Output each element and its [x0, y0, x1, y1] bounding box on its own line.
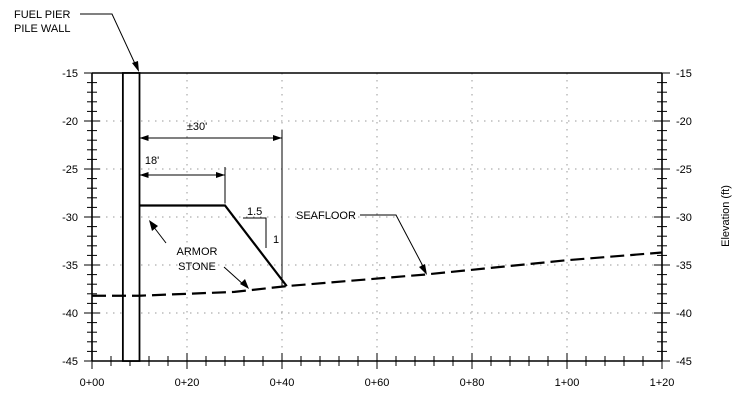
- pier-label-line1: FUEL PIER: [14, 9, 70, 21]
- y-tick-label-right: -25: [676, 164, 692, 176]
- y-tick-label-right: -45: [676, 356, 692, 368]
- y-tick-label-left: -15: [62, 68, 78, 80]
- leader-lines: [80, 13, 427, 289]
- armor-stone-outline: [139, 204, 288, 287]
- pier-label-line2: PILE WALL: [14, 23, 70, 35]
- dimension-arrowhead: [216, 172, 225, 178]
- dimension-arrowhead: [139, 172, 149, 178]
- armor-label-line2: STONE: [178, 261, 216, 273]
- y-tick-label-left: -20: [62, 116, 78, 128]
- x-tick-label: 1+20: [650, 377, 675, 389]
- y-axis-title: Elevation (ft): [720, 185, 732, 247]
- seafloor-label: SEAFLOOR: [296, 210, 356, 222]
- seafloor-leader-arrowhead: [419, 264, 427, 275]
- slope-indicator: [243, 217, 267, 248]
- dim-crest-label: 18': [145, 155, 159, 167]
- dimension-lines: [139, 130, 283, 287]
- armor-label-line1: ARMOR: [177, 246, 218, 258]
- y-tick-label-left: -25: [62, 164, 78, 176]
- armor-leader-up: [152, 225, 167, 244]
- slope-rise-label: 1: [273, 234, 279, 246]
- pile-wall: [121, 72, 141, 362]
- dimension-arrowhead: [139, 135, 149, 141]
- seafloor-profile: [92, 251, 663, 297]
- y-tick-label-right: -15: [676, 68, 692, 80]
- y-tick-label-right: -20: [676, 116, 692, 128]
- x-tick-label: 0+40: [270, 377, 295, 389]
- seafloor-leader-line: [360, 214, 426, 271]
- y-tick-label-left: -35: [62, 260, 78, 272]
- slope-run-label: 1.5: [247, 206, 262, 218]
- armor-leader-up-arrowhead: [149, 220, 158, 231]
- x-tick-label: 0+60: [365, 377, 390, 389]
- dimension-arrowhead: [273, 135, 282, 141]
- y-tick-label-right: -35: [676, 260, 692, 272]
- y-tick-label-right: -40: [676, 308, 692, 320]
- y-tick-label-left: -30: [62, 212, 78, 224]
- x-tick-label: 0+80: [460, 377, 485, 389]
- armor-leader-down: [223, 266, 245, 286]
- y-tick-label-left: -40: [62, 308, 78, 320]
- y-tick-label-left: -45: [62, 356, 78, 368]
- axis-labels: -15 -15 -20 -20 -25 -25 -30 -30 -35 -35 -40 -40 -45 -…: [62, 68, 692, 389]
- pier-leader-arrowhead: [132, 61, 139, 72]
- x-tick-label: 0+00: [80, 377, 105, 389]
- dim-total-label: ±30': [187, 121, 207, 133]
- grid: [92, 73, 662, 361]
- y-tick-label-right: -30: [676, 212, 692, 224]
- armor-leader-down-arrowhead: [240, 279, 249, 289]
- slope-triangle: [243, 217, 267, 248]
- pier-leader-line: [80, 13, 138, 69]
- x-tick-label: 0+20: [175, 377, 200, 389]
- x-tick-label: 1+00: [555, 377, 580, 389]
